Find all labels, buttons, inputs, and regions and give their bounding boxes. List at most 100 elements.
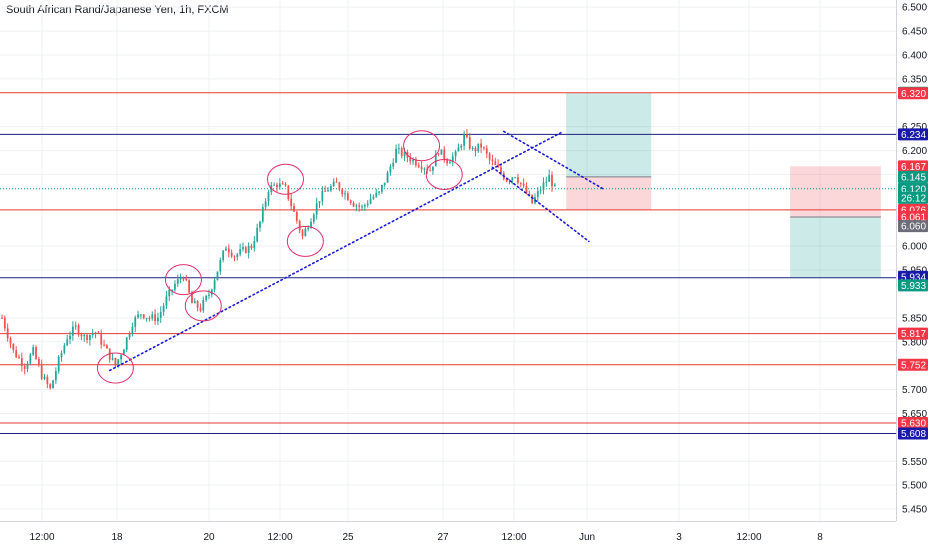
candle-body <box>182 278 185 280</box>
candle-body <box>196 301 199 308</box>
candle-body <box>329 186 332 191</box>
price-badge <box>898 220 928 233</box>
y-tick-label: 5.700 <box>902 385 927 396</box>
candle-body <box>94 332 97 334</box>
candle-body <box>244 247 247 253</box>
price-badge <box>898 87 928 100</box>
trendlines <box>108 130 604 372</box>
candle-body <box>378 191 380 193</box>
candle-body <box>242 247 244 250</box>
candle-body <box>91 333 94 336</box>
candle-body <box>383 182 386 185</box>
candle-body <box>23 365 26 369</box>
candle-body <box>154 314 156 322</box>
candle-body <box>355 205 358 207</box>
candle-body <box>213 280 216 290</box>
candle-body <box>88 335 91 341</box>
candle-body <box>548 175 551 182</box>
grid-layer <box>0 0 896 521</box>
candle-body <box>346 193 349 201</box>
price-badge-label: 6.120 <box>901 184 926 195</box>
price-badge <box>898 417 928 430</box>
y-tick-label: 5.500 <box>902 481 927 492</box>
candle-body <box>545 181 548 183</box>
candle-body <box>440 149 443 155</box>
candle-body <box>301 230 304 237</box>
candle-body <box>236 254 239 258</box>
candle-body <box>369 198 372 204</box>
x-tick-label: 25 <box>342 532 354 543</box>
candle-body <box>40 364 43 379</box>
candle-body <box>497 164 500 168</box>
candle-body <box>536 191 539 198</box>
price-badge <box>898 182 928 195</box>
trendline <box>502 130 604 190</box>
price-badge-label: 5.630 <box>901 419 926 430</box>
candle-body <box>287 185 290 199</box>
candle-body <box>131 326 134 334</box>
position-long-stop-zone <box>566 176 652 210</box>
candle-body <box>349 200 352 204</box>
candle-body <box>273 184 276 186</box>
time-axis-bg <box>0 521 896 550</box>
candle-body <box>151 314 154 319</box>
candle-body <box>37 358 40 365</box>
candle-body <box>140 314 142 316</box>
candle-body <box>443 149 446 160</box>
candle-body <box>100 333 103 345</box>
y-tick-label: 5.550 <box>902 457 927 468</box>
candle-body <box>514 177 517 179</box>
candle-body <box>123 349 125 356</box>
candle-body <box>250 245 253 249</box>
x-tick-label: 12:00 <box>736 532 761 543</box>
candle-body <box>395 148 397 163</box>
candle-body <box>392 162 395 167</box>
candle-body <box>32 347 35 355</box>
price-badge-label: 26:12 <box>901 193 926 204</box>
candle-body <box>307 228 310 230</box>
candle-body <box>159 311 162 318</box>
candle-body <box>312 214 315 222</box>
candle-body <box>488 153 491 160</box>
position-short-target-zone <box>790 217 881 278</box>
candle-body <box>185 278 188 281</box>
candle-body <box>483 147 485 149</box>
x-tick-label: 12:00 <box>501 532 526 543</box>
candle-body <box>20 357 23 366</box>
candle-body <box>267 192 270 202</box>
candle-body <box>344 193 346 195</box>
candle-body <box>463 134 466 146</box>
price-badge-label: 6.076 <box>901 205 926 216</box>
candle-body <box>352 203 355 207</box>
candle-body <box>43 376 46 379</box>
price-badge-label: 5.933 <box>901 281 926 292</box>
candle-body <box>454 151 457 157</box>
candle-body <box>86 334 88 341</box>
candle-body <box>179 278 182 280</box>
candle-body <box>281 183 284 185</box>
candle-body <box>12 343 15 350</box>
candle-body <box>120 355 122 360</box>
candle-body <box>519 182 522 184</box>
candle-body <box>276 184 278 188</box>
candle-body <box>446 159 448 164</box>
ellipse-annotation <box>425 158 463 190</box>
candle-body <box>525 185 528 194</box>
candle-body <box>137 314 139 318</box>
candle-body <box>49 383 52 389</box>
candle-body <box>310 221 312 229</box>
candle-body <box>264 201 267 208</box>
y-tick-label: 5.450 <box>902 505 927 516</box>
candle-body <box>485 148 488 154</box>
candle-body <box>338 182 341 190</box>
price-badge-label: 6.060 <box>901 222 926 233</box>
candle-body <box>128 333 131 338</box>
candle-body <box>134 317 137 327</box>
candle-body <box>148 317 151 319</box>
candle-body <box>60 352 63 357</box>
candle-body <box>71 326 74 336</box>
candle-body <box>423 168 426 170</box>
candle-body <box>375 192 378 197</box>
candle-body <box>208 294 210 296</box>
